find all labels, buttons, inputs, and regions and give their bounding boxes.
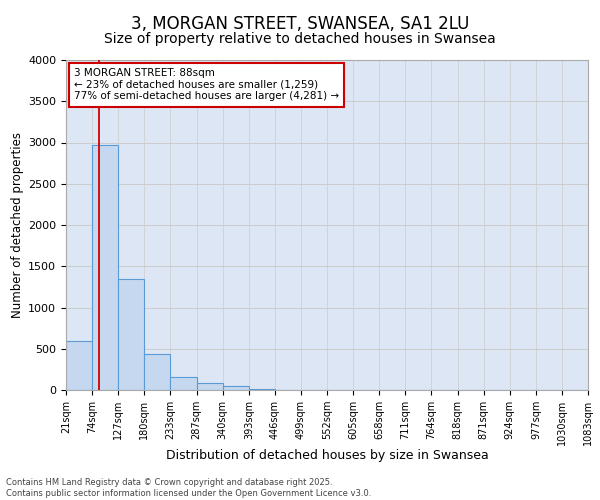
Text: Contains HM Land Registry data © Crown copyright and database right 2025.
Contai: Contains HM Land Registry data © Crown c… <box>6 478 371 498</box>
X-axis label: Distribution of detached houses by size in Swansea: Distribution of detached houses by size … <box>166 449 488 462</box>
Bar <box>92 145 118 390</box>
Text: Size of property relative to detached houses in Swansea: Size of property relative to detached ho… <box>104 32 496 46</box>
Bar <box>197 382 223 390</box>
Y-axis label: Number of detached properties: Number of detached properties <box>11 132 24 318</box>
Text: 3, MORGAN STREET, SWANSEA, SA1 2LU: 3, MORGAN STREET, SWANSEA, SA1 2LU <box>131 15 469 33</box>
Bar <box>223 386 249 390</box>
Bar <box>118 280 144 390</box>
Bar <box>66 342 92 390</box>
Bar <box>249 389 275 390</box>
Bar <box>170 377 197 390</box>
Text: 3 MORGAN STREET: 88sqm
← 23% of detached houses are smaller (1,259)
77% of semi-: 3 MORGAN STREET: 88sqm ← 23% of detached… <box>74 68 339 102</box>
Bar <box>144 354 170 390</box>
